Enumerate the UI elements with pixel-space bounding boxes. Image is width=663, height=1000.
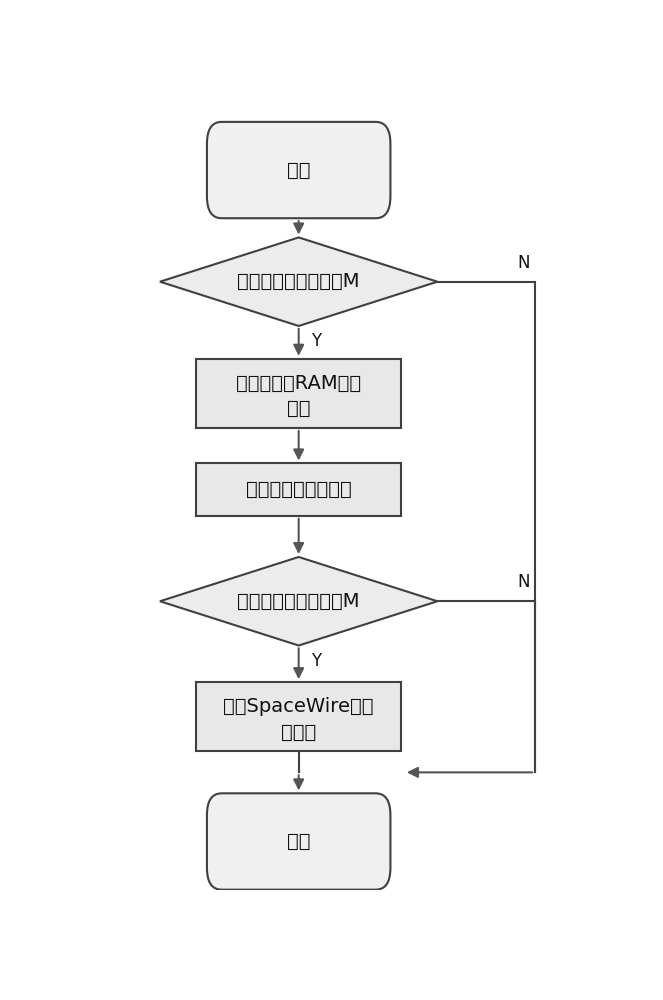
Text: 所有错误计数器清零: 所有错误计数器清零 [246,480,351,499]
Text: Y: Y [312,332,322,350]
FancyBboxPatch shape [207,793,391,890]
Text: 任意错误计数值大于M: 任意错误计数值大于M [237,592,360,611]
Text: 控制器: 控制器 [281,722,316,741]
FancyBboxPatch shape [207,122,391,218]
Text: 结束: 结束 [287,832,310,851]
Text: Y: Y [312,652,322,670]
Text: 切换双端口RAM存储: 切换双端口RAM存储 [236,373,361,392]
Bar [196,359,402,428]
Polygon shape [160,237,438,326]
Text: 切换SpaceWire通讯: 切换SpaceWire通讯 [223,697,374,716]
Text: 任意错误计数值大于M: 任意错误计数值大于M [237,272,360,291]
Bar [196,682,402,751]
Text: N: N [517,254,530,272]
Polygon shape [160,557,438,646]
Bar [196,463,402,516]
Text: 开始: 开始 [287,161,310,180]
Text: 区域: 区域 [287,399,310,418]
Text: N: N [517,573,530,591]
